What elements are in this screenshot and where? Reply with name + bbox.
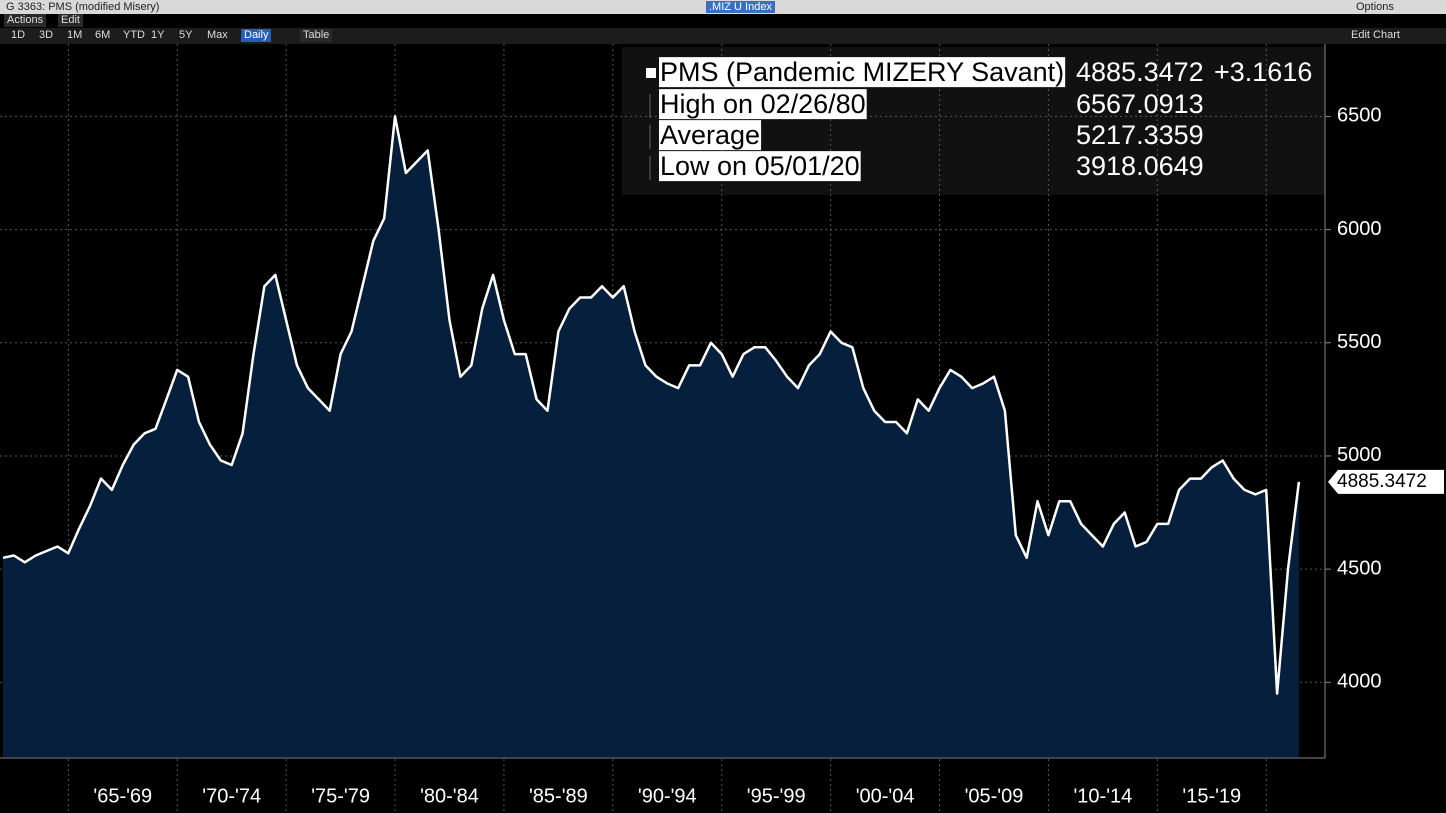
x-tick-label: '00-'04 <box>856 785 915 807</box>
x-tick-label: '05-'09 <box>965 785 1024 807</box>
range-button[interactable]: YTD <box>123 29 145 41</box>
range-button[interactable]: 3D <box>39 29 54 41</box>
ticker[interactable]: .MIZ U Index <box>706 1 775 13</box>
table-button[interactable]: Table <box>300 29 333 42</box>
range-button[interactable]: 6M <box>95 29 111 41</box>
y-tick-label: 5500 <box>1337 331 1382 353</box>
x-tick-label: '85-'89 <box>529 785 588 807</box>
x-tick-label: '75-'79 <box>311 785 370 807</box>
toolbar: Daily Table Edit Chart 1D 3D 1M 6M YTD 1Y 5Y Ma… <box>0 28 1446 44</box>
x-tick-label: '80-'84 <box>420 785 479 807</box>
chart: 4000 4500 5000 5500 6000 6500 '65-'69 '70-'74 '7… <box>0 44 1446 813</box>
legend-name-highlight <box>659 57 1066 88</box>
line <box>2 115 1301 695</box>
range-button[interactable]: Max <box>207 29 228 41</box>
edit-chart[interactable]: Edit Chart <box>1351 29 1400 41</box>
area <box>3 116 1299 757</box>
x-tick-label: '95-'99 <box>747 785 806 807</box>
x-tick-label: '90-'94 <box>638 785 697 807</box>
y-tick-label: 4000 <box>1337 671 1382 693</box>
x-tick-label: '15-'19 <box>1182 785 1241 807</box>
range-button[interactable]: 5Y <box>179 29 193 41</box>
legend-swatch <box>646 68 656 78</box>
stat-label: Low on 05/01/20 <box>660 151 860 181</box>
stat-label-highlight <box>659 89 867 120</box>
menu[interactable]: Edit <box>58 14 83 27</box>
x-tick-label: '10-'14 <box>1073 785 1132 807</box>
y-tick-label: 6000 <box>1337 218 1382 240</box>
x-tick-label: '70-'74 <box>202 785 261 807</box>
y-tick-label: 6500 <box>1337 105 1382 127</box>
stat-label-highlight <box>659 120 762 151</box>
frequency[interactable]: Daily <box>241 29 272 42</box>
legend-value: 4885.3472 <box>1076 57 1204 87</box>
menu[interactable]: Actions <box>4 14 47 27</box>
stat-value: 5217.3359 <box>1076 120 1204 150</box>
range-button[interactable]: 1D <box>11 29 26 41</box>
menu-bar: Actions Edit <box>0 14 1446 28</box>
title-bar: G 3363: PMS (modified Misery) .MIZ U Ind… <box>0 0 1446 14</box>
stat-value: 6567.0913 <box>1076 89 1204 119</box>
options[interactable]: Options <box>1356 1 1394 13</box>
range-button[interactable]: 1Y <box>151 29 165 41</box>
window-title: G 3363: PMS (modified Misery) <box>6 1 160 13</box>
range-button[interactable]: 1M <box>67 29 83 41</box>
stat-label-highlight <box>659 151 861 182</box>
legend-name: PMS (Pandemic MIZERY Savant) <box>660 57 1064 87</box>
stat-label: Average <box>660 120 760 150</box>
legend-change: +3.1616 <box>1214 57 1312 87</box>
last-value-tag <box>1328 469 1444 494</box>
x-tick-label: '65-'69 <box>93 785 152 807</box>
stat-value: 3918.0649 <box>1076 151 1204 181</box>
y-tick-label: 4500 <box>1337 557 1382 579</box>
y-tick-label: 5000 <box>1337 444 1382 466</box>
last-value-label: 4885.3472 <box>1337 471 1427 492</box>
stat-label: High on 02/26/80 <box>660 89 866 119</box>
